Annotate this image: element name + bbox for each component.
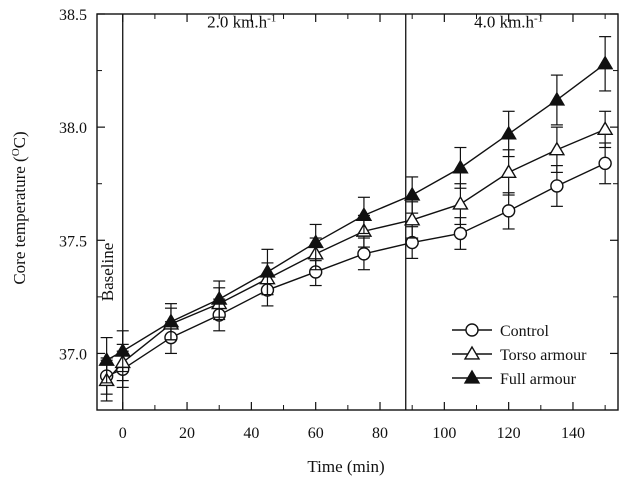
x-tick-label: 100 [432, 425, 456, 442]
data-point [501, 204, 516, 218]
x-tick-label: 80 [372, 425, 388, 442]
data-point [548, 91, 566, 106]
legend-marker [465, 323, 479, 337]
data-point [500, 125, 517, 140]
series-layer [98, 36, 614, 402]
y-axis-label: Core temperature (OC) [10, 131, 29, 284]
y-tick-label: 37.0 [59, 346, 87, 363]
data-point [98, 351, 115, 366]
data-point [453, 226, 468, 241]
legend-label: Full armour [500, 371, 577, 388]
x-tick-label: 60 [308, 425, 324, 442]
data-point [307, 234, 324, 249]
data-point [162, 313, 180, 328]
data-point [403, 211, 421, 226]
legend: Control Torso armour Full armour [452, 323, 587, 388]
x-tick-label: 0 [119, 425, 127, 442]
data-point [210, 290, 228, 305]
data-point [452, 159, 469, 174]
data-point [596, 55, 614, 70]
phase-lines: Baseline 2.0 km.h-1 4.0 km.h-1 [98, 13, 543, 410]
x-tick-label: 40 [243, 425, 259, 442]
legend-label: Torso armour [500, 347, 587, 364]
phase-label: 2.0 km.h-1 [207, 13, 276, 32]
x-axis-label: Time (min) [307, 457, 384, 476]
data-point [355, 207, 373, 221]
y-tick-label: 37.5 [59, 233, 87, 250]
data-point [500, 164, 517, 179]
y-tick-label: 38.0 [59, 120, 87, 137]
y-tick-label: 38.5 [59, 7, 87, 24]
phase-label: 4.0 km.h-1 [474, 13, 543, 32]
data-point [598, 156, 612, 171]
data-point [550, 179, 564, 193]
x-tick-label: 20 [179, 425, 195, 442]
plot-frame [96, 13, 619, 411]
x-axis: 0 20 40 60 80 100 120 140 [119, 14, 606, 442]
series-line [106, 63, 606, 361]
x-tick-label: 120 [497, 425, 521, 442]
plot-area [96, 13, 619, 411]
data-point [357, 247, 371, 261]
data-point [114, 342, 131, 357]
x-tick-label: 140 [561, 425, 585, 442]
data-point [452, 195, 469, 210]
data-point [596, 121, 614, 136]
data-point [403, 186, 421, 201]
legend-marker [463, 369, 481, 384]
phase-label: Baseline [98, 243, 117, 302]
series-line [106, 128, 606, 382]
legend-label: Control [500, 323, 549, 340]
series-line [106, 162, 606, 377]
y-axis: 37.0 37.5 38.0 38.5 [59, 7, 618, 411]
data-point [259, 263, 276, 278]
series-full-armour [98, 36, 614, 384]
legend-marker [463, 345, 481, 360]
data-point [548, 141, 566, 156]
